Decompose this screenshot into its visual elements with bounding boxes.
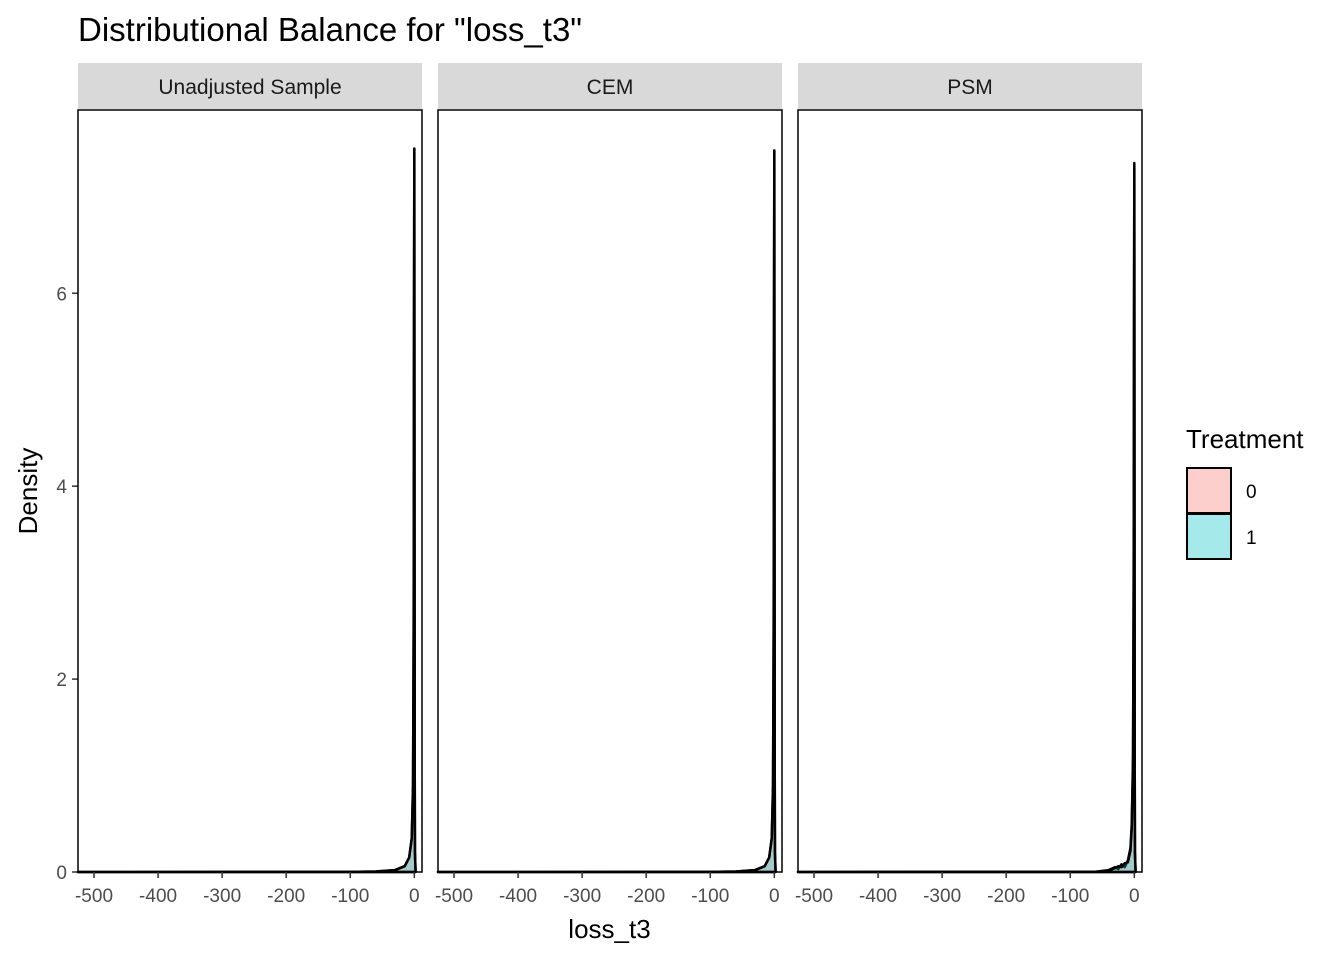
x-tick-label-0-4: -100 (331, 886, 369, 907)
x-tick-label-2-3: -200 (987, 886, 1025, 907)
legend-label-0: 0 (1246, 482, 1257, 503)
density-area-2-series-1 (796, 166, 1137, 874)
density-area-0-series-1 (76, 147, 417, 874)
y-tick-label-1: 2 (56, 670, 67, 691)
x-tick-label-1-1: -400 (499, 886, 537, 907)
x-axis-title: loss_t3 (568, 914, 650, 944)
legend-key-0 (1186, 467, 1232, 514)
x-tick-label-1-2: -300 (563, 886, 601, 907)
x-tick-label-0-3: -200 (267, 886, 305, 907)
x-tick-label-2-2: -300 (923, 886, 961, 907)
legend-label-1: 1 (1246, 528, 1257, 549)
strip-label-1: CEM (587, 76, 634, 99)
panel-background-2 (798, 110, 1142, 872)
x-tick-label-0-0: -500 (75, 886, 113, 907)
chart-title: Distributional Balance for "loss_t3" (78, 11, 582, 48)
panel-background-1 (438, 110, 782, 872)
y-tick-label-2: 4 (56, 477, 67, 498)
x-tick-label-1-5: 0 (769, 886, 780, 907)
x-tick-label-0-5: 0 (409, 886, 420, 907)
panel-border-0 (77, 109, 423, 873)
panel-background-0 (78, 110, 422, 872)
x-tick-label-0-2: -300 (203, 886, 241, 907)
x-tick-label-2-1: -400 (859, 886, 897, 907)
strip-2 (798, 63, 1142, 109)
y-tick-label-3: 6 (56, 284, 67, 305)
x-tick-label-1-0: -500 (435, 886, 473, 907)
x-tick-label-2-0: -500 (795, 886, 833, 907)
strip-label-2: PSM (947, 76, 993, 99)
density-area-1-series-1 (436, 149, 777, 874)
x-tick-label-2-5: 0 (1129, 886, 1140, 907)
x-tick-label-1-3: -200 (627, 886, 665, 907)
panel-border-2 (797, 109, 1143, 873)
facet-panels: 0 2 4 6 Unadjusted Sample -500 -400 -300 -200 -10… (56, 63, 1143, 907)
legend-title: Treatment (1186, 424, 1304, 454)
legend-key-1 (1186, 513, 1232, 560)
strip-0 (78, 63, 422, 109)
x-tick-label-2-4: -100 (1051, 886, 1089, 907)
y-axis-title: Density (13, 448, 43, 535)
x-tick-label-1-4: -100 (691, 886, 729, 907)
strip-label-0: Unadjusted Sample (158, 76, 341, 99)
x-tick-label-0-1: -400 (139, 886, 177, 907)
legend: Treatment 0 1 (1186, 424, 1304, 560)
strip-1 (438, 63, 782, 109)
panel-border-1 (437, 109, 783, 873)
y-tick-label-0: 0 (56, 863, 67, 884)
